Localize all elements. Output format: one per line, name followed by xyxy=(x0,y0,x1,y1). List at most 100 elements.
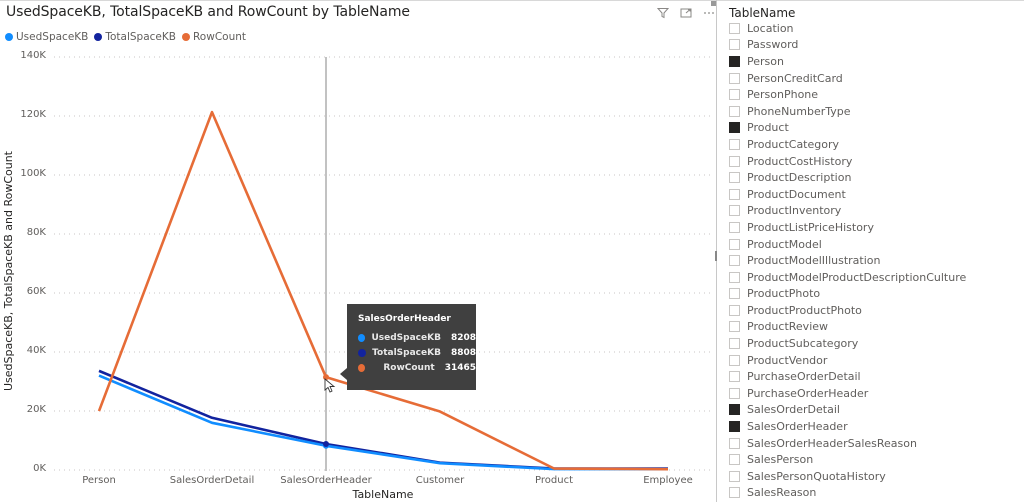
slicer-item-label: Location xyxy=(747,21,794,35)
slicer-item-label: PersonCreditCard xyxy=(747,71,843,85)
checkbox[interactable] xyxy=(729,138,740,150)
slicer-item[interactable]: PersonCreditCard xyxy=(729,70,966,87)
slicer-item[interactable]: Person xyxy=(729,53,966,70)
legend-marker-icon xyxy=(5,33,13,41)
checkbox[interactable] xyxy=(729,39,740,51)
y-tick-label: 140K xyxy=(20,50,46,61)
legend-item[interactable]: TotalSpaceKB xyxy=(94,31,176,43)
slicer-item[interactable]: ProductReview xyxy=(729,319,966,336)
legend-item[interactable]: UsedSpaceKB xyxy=(5,31,88,43)
slicer-item-label: ProductVendor xyxy=(747,353,828,367)
tooltip-row: TotalSpaceKB 8808 xyxy=(358,345,476,360)
checkbox[interactable] xyxy=(729,338,740,350)
slicer-item[interactable]: ProductDocument xyxy=(729,186,966,203)
slicer-item[interactable]: ProductListPriceHistory xyxy=(729,219,966,236)
checkbox[interactable] xyxy=(729,470,740,482)
slicer-item[interactable]: SalesPersonQuotaHistory xyxy=(729,468,966,485)
slicer-item[interactable]: Password xyxy=(729,37,966,54)
line-chart-visual[interactable]: UsedSpaceKB, TotalSpaceKB and RowCount b… xyxy=(0,0,716,502)
checkbox[interactable] xyxy=(729,105,740,117)
checkbox[interactable] xyxy=(729,487,740,499)
checkbox[interactable] xyxy=(729,155,740,167)
slicer-item[interactable]: SalesOrderHeader xyxy=(729,418,966,435)
more-options-icon[interactable] xyxy=(702,6,716,20)
slicer-item[interactable]: SalesOrderDetail xyxy=(729,402,966,419)
y-tick-label: 120K xyxy=(20,109,46,120)
plot-area[interactable] xyxy=(0,1,716,503)
slicer-item[interactable]: SalesPerson xyxy=(729,451,966,468)
y-tick-label: 0K xyxy=(33,463,46,474)
y-tick-label: 20K xyxy=(26,404,46,415)
slicer-list[interactable]: Location Password Person PersonCreditCard Pe… xyxy=(729,20,966,501)
slicer-item[interactable]: ProductCostHistory xyxy=(729,153,966,170)
slicer-item-label: ProductDescription xyxy=(747,171,852,185)
series-marker-icon xyxy=(358,363,366,372)
checkbox[interactable] xyxy=(729,354,740,366)
slicer-item[interactable]: ProductInventory xyxy=(729,203,966,220)
slicer-item[interactable]: SalesOrderHeaderSalesReason xyxy=(729,435,966,452)
tablename-slicer: TableName Location Password Person PersonCr… xyxy=(717,0,1024,502)
focus-mode-icon[interactable] xyxy=(679,6,693,20)
tooltip-value: 31465 xyxy=(444,362,476,373)
checkbox[interactable] xyxy=(729,437,740,449)
x-tick-label: SalesOrderHeader xyxy=(280,475,372,486)
slicer-item-label: SalesPersonQuotaHistory xyxy=(747,469,886,483)
filter-icon[interactable] xyxy=(656,6,670,20)
series-marker-icon xyxy=(358,333,366,342)
checkbox[interactable] xyxy=(729,271,740,283)
series-line-rowcount[interactable] xyxy=(97,110,669,471)
slicer-item[interactable]: ProductPhoto xyxy=(729,286,966,303)
slicer-item[interactable]: ProductDescription xyxy=(729,169,966,186)
slicer-item-label: PhoneNumberType xyxy=(747,104,851,118)
slicer-item-label: ProductModel xyxy=(747,237,822,251)
slicer-item[interactable]: ProductModel xyxy=(729,236,966,253)
checkbox[interactable] xyxy=(729,387,740,399)
slicer-item[interactable]: PersonPhone xyxy=(729,86,966,103)
checkbox[interactable] xyxy=(729,404,740,416)
legend-item[interactable]: RowCount xyxy=(181,31,246,43)
checkbox[interactable] xyxy=(729,172,740,184)
slicer-item-label: ProductPhoto xyxy=(747,287,821,301)
slicer-item-label: SalesPerson xyxy=(747,453,814,467)
x-tick-label: Product xyxy=(535,475,573,486)
slicer-item[interactable]: SalesReason xyxy=(729,485,966,502)
slicer-item-label: ProductReview xyxy=(747,320,829,334)
checkbox[interactable] xyxy=(729,238,740,250)
checkbox[interactable] xyxy=(729,255,740,267)
slicer-item[interactable]: ProductVendor xyxy=(729,352,966,369)
slicer-item[interactable]: PurchaseOrderHeader xyxy=(729,385,966,402)
checkbox[interactable] xyxy=(729,371,740,383)
checkbox[interactable] xyxy=(729,122,740,134)
checkbox[interactable] xyxy=(729,221,740,233)
slicer-item-label: ProductSubcategory xyxy=(747,337,859,351)
series-marker-icon xyxy=(358,348,366,357)
checkbox[interactable] xyxy=(729,89,740,101)
slicer-item[interactable]: Product xyxy=(729,120,966,137)
slicer-item[interactable]: ProductCategory xyxy=(729,136,966,153)
checkbox[interactable] xyxy=(729,22,740,34)
slicer-item[interactable]: ProductModelIllustration xyxy=(729,252,966,269)
checkbox[interactable] xyxy=(729,55,740,67)
checkbox[interactable] xyxy=(729,304,740,316)
mouse-cursor-icon xyxy=(324,378,336,393)
slicer-item[interactable]: ProductProductPhoto xyxy=(729,302,966,319)
data-tooltip: SalesOrderHeader UsedSpaceKB 8208 TotalSpa… xyxy=(340,304,476,390)
checkbox[interactable] xyxy=(729,72,740,84)
slicer-item-label: SalesOrderDetail xyxy=(747,403,840,417)
checkbox[interactable] xyxy=(729,421,740,433)
checkbox[interactable] xyxy=(729,454,740,466)
slicer-item[interactable]: ProductModelProductDescriptionCulture xyxy=(729,269,966,286)
checkbox[interactable] xyxy=(729,188,740,200)
slicer-item[interactable]: PurchaseOrderDetail xyxy=(729,368,966,385)
slicer-title: TableName xyxy=(729,6,796,20)
scroll-handle[interactable] xyxy=(715,251,718,261)
checkbox[interactable] xyxy=(729,205,740,217)
slicer-item[interactable]: PhoneNumberType xyxy=(729,103,966,120)
slicer-item[interactable]: ProductSubcategory xyxy=(729,335,966,352)
hover-marker xyxy=(323,374,329,381)
slicer-item-label: ProductModelProductDescriptionCulture xyxy=(747,270,967,284)
checkbox[interactable] xyxy=(729,288,740,300)
checkbox[interactable] xyxy=(729,321,740,333)
slicer-item-label: Person xyxy=(747,54,784,68)
slicer-item[interactable]: Location xyxy=(729,20,966,37)
